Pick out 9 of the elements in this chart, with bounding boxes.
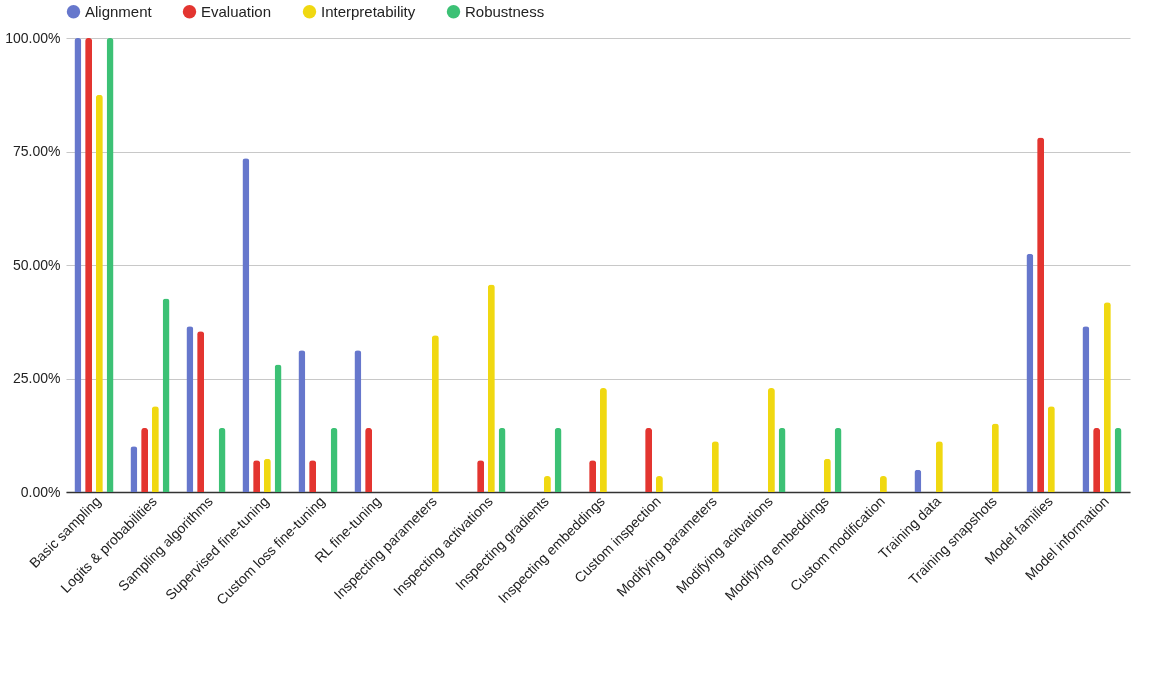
legend-label: Evaluation xyxy=(201,2,272,20)
legend-label: Interpretability xyxy=(321,2,416,20)
y-tick-label: 100.00% xyxy=(5,29,61,46)
legend-label: Robustness xyxy=(465,2,545,20)
y-tick-label: 0.00% xyxy=(20,483,61,500)
y-tick-label: 25.00% xyxy=(13,370,61,386)
legend-label: Alignment xyxy=(85,2,153,20)
y-tick-label: 50.00% xyxy=(13,256,61,273)
y-tick-label: 75.00% xyxy=(13,143,61,159)
